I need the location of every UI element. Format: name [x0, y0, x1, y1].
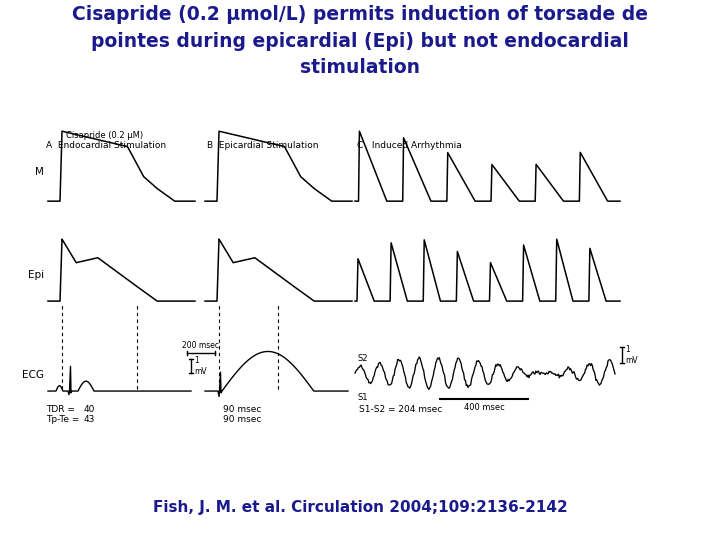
- Text: M: M: [35, 167, 44, 177]
- Text: ECG: ECG: [22, 370, 44, 380]
- Text: Cisapride (0.2 μmol/L) permits induction of torsade de
pointes during epicardial: Cisapride (0.2 μmol/L) permits induction…: [72, 5, 648, 77]
- Text: B  Epicardial Stimulation: B Epicardial Stimulation: [207, 141, 318, 150]
- Text: S1-S2 = 204 msec: S1-S2 = 204 msec: [359, 405, 442, 414]
- Text: 1
mV: 1 mV: [194, 356, 207, 376]
- Text: 43: 43: [84, 415, 95, 424]
- Text: Tp-Te =: Tp-Te =: [46, 415, 79, 424]
- Text: S1: S1: [358, 393, 369, 402]
- Text: 200 msec: 200 msec: [182, 341, 220, 350]
- Text: 1
mV: 1 mV: [625, 346, 638, 365]
- Text: TDR =: TDR =: [46, 405, 75, 414]
- Text: A  Endocardial Stimulation: A Endocardial Stimulation: [46, 141, 166, 150]
- Text: Cisapride (0.2 μM): Cisapride (0.2 μM): [66, 131, 143, 140]
- Text: S2: S2: [358, 354, 369, 363]
- Text: 90 msec: 90 msec: [223, 405, 261, 414]
- Text: 90 msec: 90 msec: [223, 415, 261, 424]
- Text: 400 msec: 400 msec: [464, 403, 505, 412]
- Text: Fish, J. M. et al. Circulation 2004;109:2136-2142: Fish, J. M. et al. Circulation 2004;109:…: [153, 501, 567, 515]
- Text: C   Induced Arrhythmia: C Induced Arrhythmia: [357, 141, 462, 150]
- Text: 40: 40: [84, 405, 95, 414]
- Text: Epi: Epi: [28, 270, 44, 280]
